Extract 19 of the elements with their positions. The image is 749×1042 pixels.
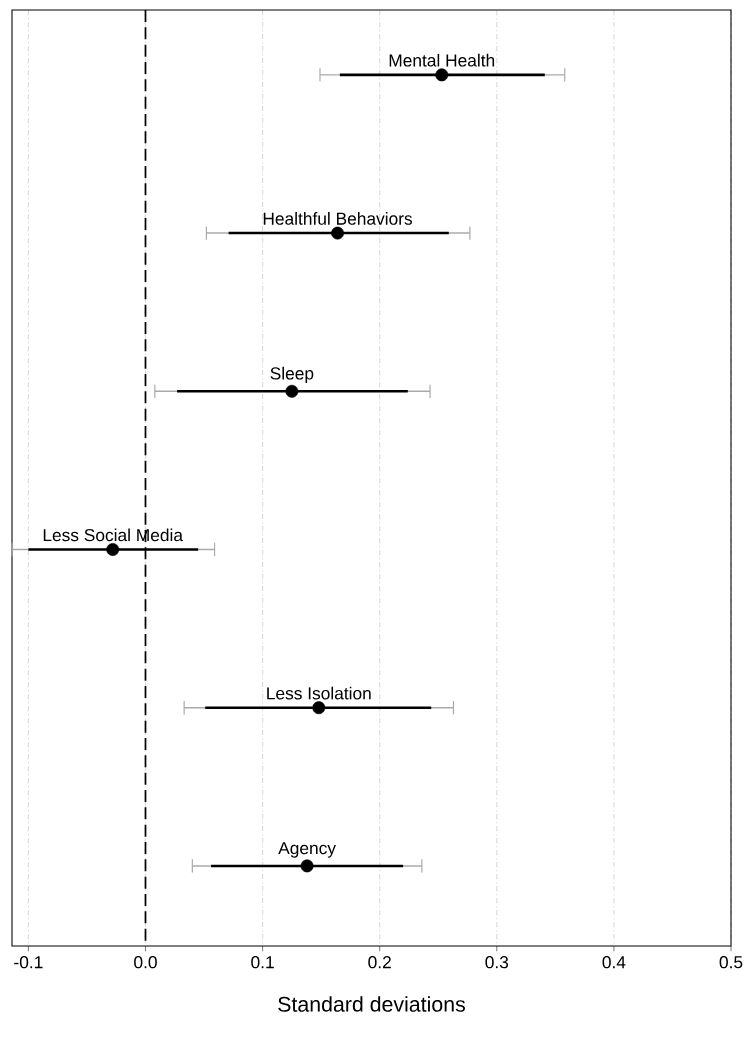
x-tick-label: 0.3 [485, 956, 509, 969]
y-tick-label: Mental Health [389, 53, 495, 67]
x-axis-title: Standard deviations [278, 996, 465, 1012]
x-tick-label: 0.4 [602, 956, 626, 969]
point [312, 701, 326, 715]
x-tick-label: 0.0 [134, 956, 157, 969]
x-tick-label: -0.1 [14, 956, 43, 969]
y-tick-label: Healthful Behaviors [263, 212, 413, 225]
x-tick-label: 0.2 [368, 956, 391, 969]
x-tick-label: 0.1 [251, 956, 274, 969]
point [300, 859, 314, 873]
y-tick-label: Sleep [270, 366, 314, 384]
point [106, 543, 120, 556]
x-tick-label: 0.5 [719, 956, 743, 969]
point [331, 226, 344, 240]
y-tick-label: Less Isolation [267, 686, 371, 700]
y-tick-label: Agency [278, 842, 336, 858]
point [285, 384, 299, 398]
point [435, 68, 449, 82]
